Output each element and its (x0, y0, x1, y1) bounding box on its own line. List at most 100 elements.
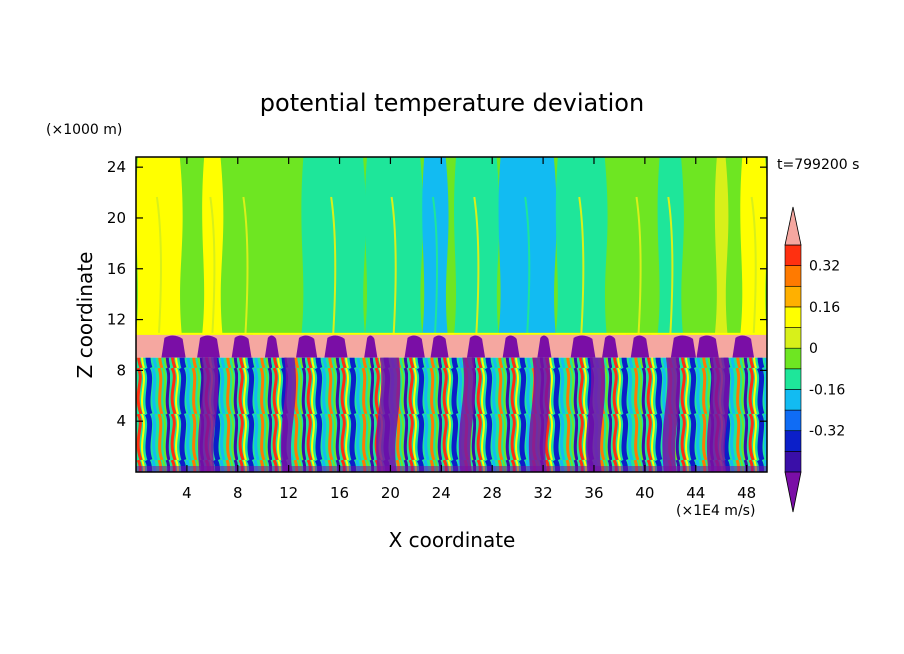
x-tick-label: 8 (233, 484, 243, 502)
lightgreen-plume (714, 157, 729, 335)
plume-streak (473, 196, 480, 335)
band-cold-patch (537, 335, 552, 358)
x-tick-label: 36 (584, 484, 603, 502)
band-cold-patch (296, 335, 318, 358)
colorbar-tick-label: -0.32 (809, 424, 845, 440)
cold-plume (376, 357, 401, 472)
colorbar-tick-label: 0 (809, 341, 818, 357)
colorbar-swatch (784, 327, 802, 349)
cold-plume (706, 357, 730, 472)
plume-streak (209, 196, 216, 335)
band-cold-patch (630, 335, 650, 358)
x-tick-label: 48 (737, 484, 756, 502)
y-axis-label: Z coordinate (73, 252, 97, 379)
plume-streak (578, 196, 585, 335)
colorbar-swatch (784, 244, 802, 266)
colorbar-swatch (784, 265, 802, 287)
yellow-right (740, 157, 767, 335)
y-tick-label: 4 (116, 412, 126, 430)
yellow-plume (202, 157, 224, 335)
band-cold-patch (264, 335, 280, 358)
band-cold-patch (602, 335, 619, 358)
x-tick-label: 12 (279, 484, 298, 502)
y-tick-label: 16 (107, 260, 126, 278)
x-tick-label: 28 (483, 484, 502, 502)
band-cold-patch (324, 335, 348, 358)
band-cold-patch (430, 335, 449, 358)
band-cold-patch (161, 335, 186, 358)
colorbar-swatch (784, 347, 802, 370)
y-tick-label: 12 (107, 311, 126, 329)
cold-plume (280, 357, 297, 472)
inversion-band-field (136, 332, 767, 358)
turbulent-texture (136, 357, 767, 472)
colorbar-tick-label: 0.16 (809, 300, 840, 316)
band-cold-patch (466, 335, 486, 358)
colorbar-tick-label: 0.32 (809, 259, 840, 275)
band-cold-patch (570, 335, 596, 358)
lower-turbulent-field (136, 357, 767, 472)
plume-streak (431, 196, 439, 335)
heatmap-field (136, 157, 767, 472)
band-cold-patch (404, 335, 425, 358)
cold-plume (528, 357, 551, 472)
x-tick-label: 4 (182, 484, 192, 502)
x-tick-label: 24 (432, 484, 451, 502)
y-tick-label: 8 (116, 361, 126, 379)
x-tick-label: 40 (635, 484, 654, 502)
x-tick-label: 20 (381, 484, 400, 502)
teal-plume (301, 157, 366, 335)
band-cold-patch (197, 335, 220, 358)
colorbar-swatch (784, 368, 802, 390)
time-label: t=799200 s (777, 157, 859, 173)
colorbar-swatch (784, 306, 802, 328)
chart-title: potential temperature deviation (260, 89, 644, 117)
x-tick-label: 16 (330, 484, 349, 502)
plume-streak (718, 196, 725, 335)
plume-streak (155, 196, 162, 335)
x-axis-label: X coordinate (389, 528, 516, 552)
surface-layer (136, 466, 767, 472)
cold-plume (198, 357, 219, 472)
x-axis-ticks: 4 8 12 16 20 24 28 32 36 40 44 48 (182, 157, 756, 502)
cyan-plume (422, 157, 449, 335)
band-cold-patch (502, 335, 520, 358)
y-tick-label: 20 (107, 209, 126, 227)
colorbar-swatch (784, 285, 802, 308)
y-unit-label: (×1000 m) (46, 122, 122, 138)
cyan-plume (498, 157, 557, 335)
colorbar-swatch (784, 430, 802, 452)
colorbar-min-arrow (784, 471, 802, 513)
band-cold-patch (231, 335, 252, 358)
band-cold-patch (670, 335, 696, 358)
plume-streak (524, 196, 531, 335)
cold-plume (586, 357, 606, 472)
y-axis-ticks: 4 8 12 16 20 24 (107, 158, 767, 430)
plume-streak (330, 196, 337, 335)
colorbar-max-arrow (784, 206, 802, 246)
plume-streak (635, 196, 642, 335)
yellow-left (136, 157, 183, 335)
plume-streak (390, 196, 397, 335)
teal-plume (555, 157, 608, 335)
band-cold-patch (696, 335, 719, 358)
colorbar: 0.32 0.16 0 -0.16 -0.32 (784, 206, 845, 513)
y-tick-label: 24 (107, 158, 126, 176)
colorbar-tick-label: -0.16 (809, 382, 845, 398)
x-tick-label: 32 (534, 484, 553, 502)
plume-streak (242, 196, 249, 335)
plot-frame (135, 156, 768, 473)
teal-plume (657, 157, 684, 335)
x-tick-label: 44 (686, 484, 705, 502)
band-cold-patch (732, 335, 755, 358)
band-cold-patch (364, 335, 378, 358)
green-plume (625, 157, 653, 335)
teal-plume (454, 157, 500, 335)
x-unit-label: (×1E4 m/s) (676, 503, 755, 519)
colorbar-swatch (784, 389, 802, 411)
plume-streak (667, 196, 674, 335)
colorbar-swatch (784, 451, 802, 473)
green-plume (237, 157, 254, 335)
upper-layer-field (136, 157, 767, 335)
